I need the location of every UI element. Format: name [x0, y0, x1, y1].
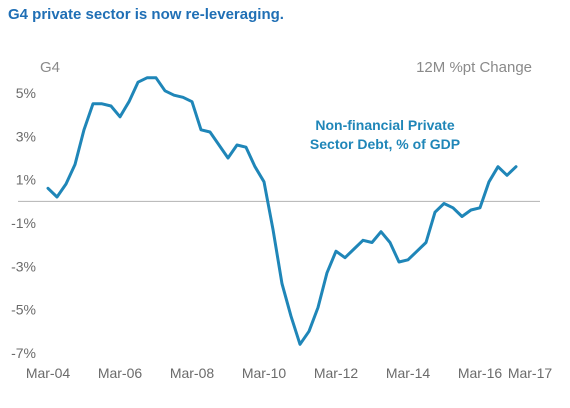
chart-title: G4 — [40, 59, 60, 76]
y-tick-label: -5% — [11, 302, 36, 318]
x-tick-label: Mar-16 — [458, 365, 503, 381]
chart-subtitle: 12M %pt Change — [416, 59, 532, 76]
x-tick-label: Mar-12 — [314, 365, 359, 381]
y-tick-label: 3% — [16, 128, 36, 144]
annotation-line-1: Non-financial Private — [315, 117, 454, 133]
y-tick-label: 1% — [16, 172, 36, 188]
x-tick-label: Mar-06 — [98, 365, 143, 381]
y-tick-label: 5% — [16, 85, 36, 101]
x-tick-label: Mar-10 — [242, 365, 287, 381]
annotation-line-2: Sector Debt, % of GDP — [310, 136, 460, 152]
y-tick-label: -7% — [11, 345, 36, 361]
x-tick-label: Mar-08 — [170, 365, 215, 381]
y-tick-label: -1% — [11, 215, 36, 231]
series-line — [46, 76, 518, 346]
x-tick-label: Mar-04 — [26, 365, 71, 381]
x-tick-label: Mar-17 — [508, 365, 553, 381]
chart-headline: G4 private sector is now re-leveraging. — [8, 6, 284, 23]
y-tick-label: -3% — [11, 258, 36, 274]
x-tick-label: Mar-14 — [386, 365, 431, 381]
